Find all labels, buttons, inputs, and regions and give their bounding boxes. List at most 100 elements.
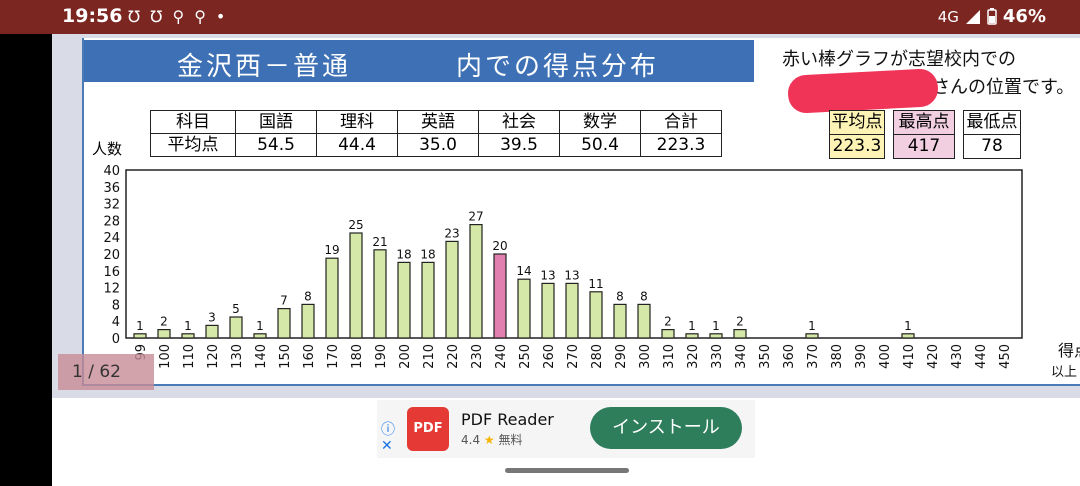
bar (541, 282, 555, 339)
x-tick-label: 310 (662, 344, 677, 369)
price-label: 無料 (498, 433, 523, 447)
bar (277, 308, 291, 339)
average-score-box: 平均点 223.3 (829, 110, 885, 159)
signal-icon (965, 9, 980, 24)
bar-value-label: 1 (808, 319, 816, 333)
table-cell: 44.4 (316, 133, 398, 157)
bar-value-label: 25 (348, 218, 363, 232)
bar (661, 329, 675, 339)
x-tick-label: 420 (926, 344, 941, 369)
bar (157, 329, 171, 339)
x-tick-label: 210 (422, 344, 437, 369)
x-tick-label: 190 (374, 344, 389, 369)
x-tick-label: 370 (806, 344, 821, 369)
x-tick-label: 290 (614, 344, 629, 369)
y-tick-label: 20 (103, 248, 120, 263)
ad-rating: 4.4 ★ 無料 (461, 431, 523, 448)
x-tick-label: 350 (758, 344, 773, 369)
x-tick-label: 270 (566, 344, 581, 369)
ad-app-name: PDF Reader (461, 410, 554, 429)
bar-value-label: 2 (160, 315, 168, 329)
bar-value-label: 8 (304, 289, 312, 303)
network-type: 4G (937, 7, 959, 26)
table-cell: 平均点 (150, 133, 236, 157)
x-tick-label: 360 (782, 344, 797, 369)
bar (589, 291, 603, 339)
pdf-viewer[interactable]: 金沢西－普通 内での得点分布 赤い棒グラフが志望校内での さんの位置です。 科目… (52, 34, 1080, 398)
school-name: 金沢西－普通 (177, 52, 352, 82)
stat-label: 平均点 (830, 111, 884, 135)
bar (397, 261, 411, 339)
stat-value: 417 (907, 136, 941, 156)
bar-value-label: 7 (280, 294, 288, 308)
bar (133, 333, 147, 339)
note-line-2: さんの位置です。 (932, 77, 1075, 98)
system-indicators: 4G 46% (938, 6, 1046, 27)
x-tick-label: 120 (206, 344, 221, 369)
ad-controls: ⓘ ✕ (381, 422, 395, 454)
x-tick-label: 400 (878, 344, 893, 369)
x-tick-label: 280 (590, 344, 605, 369)
bar-value-label: 1 (904, 319, 912, 333)
bar (709, 333, 723, 339)
stat-label: 最高点 (894, 111, 954, 135)
page-indicator: 1 / 62 (58, 354, 154, 390)
x-tick-label: 200 (398, 344, 413, 369)
bar-value-label: 1 (184, 319, 192, 333)
x-tick-label: 320 (686, 344, 701, 369)
x-axis-label: 得点 (1058, 341, 1080, 360)
bar-value-label: 27 (468, 210, 483, 224)
bar (613, 303, 627, 339)
ad-close-icon[interactable]: ✕ (381, 438, 393, 454)
table-cell: 合計 (640, 110, 722, 134)
clock: 19:56 (62, 5, 123, 27)
bar-value-label: 20 (492, 239, 507, 253)
battery-icon (987, 8, 997, 25)
x-tick-label: 160 (302, 344, 317, 369)
bar-value-label: 13 (564, 268, 579, 282)
bar-value-label: 11 (588, 277, 603, 291)
status-bar: 19:56 ℧ ℧ ⚲ ⚲ • 4G 46% (0, 0, 1080, 34)
stat-value: 78 (981, 136, 1003, 156)
app-notification-icon: ℧ (150, 7, 163, 26)
x-tick-label: 300 (638, 344, 653, 369)
star-icon: ★ (483, 433, 495, 447)
table-cell: 35.0 (397, 133, 479, 157)
x-tick-label: 140 (254, 344, 269, 369)
ad-banner[interactable]: ⓘ ✕ PDF PDF Reader 4.4 ★ 無料 インストール (377, 400, 755, 458)
note-line-1: 赤い棒グラフが志望校内での (782, 49, 1016, 70)
location-icon: ⚲ (194, 7, 206, 26)
x-tick-label: 220 (446, 344, 461, 369)
home-indicator[interactable] (505, 468, 629, 473)
x-tick-label: 110 (182, 344, 197, 369)
table-cell: 50.4 (559, 133, 641, 157)
bar-value-label: 8 (640, 289, 648, 303)
bar-value-label: 2 (736, 315, 744, 329)
install-button[interactable]: インストール (590, 407, 742, 449)
score-distribution-chart: 得点 以上 0481216202428323640199210011103120… (103, 164, 1080, 380)
min-score-box: 最低点 78 (963, 110, 1021, 159)
bar (445, 240, 459, 339)
x-tick-label: 250 (518, 344, 533, 369)
bar (181, 333, 195, 339)
bar (205, 324, 219, 339)
bar-value-label: 8 (616, 289, 624, 303)
bar (493, 253, 507, 339)
stat-value: 223.3 (832, 136, 882, 156)
bar (517, 278, 531, 339)
legend-note: 赤い棒グラフが志望校内での さんの位置です。 (782, 46, 1074, 102)
table-row: 平均点 54.5 44.4 35.0 39.5 50.4 223.3 (150, 133, 722, 157)
y-tick-label: 12 (103, 282, 120, 297)
table-cell: 国語 (235, 110, 317, 134)
table-cell: 科目 (150, 110, 236, 134)
table-cell: 理科 (316, 110, 398, 134)
x-tick-label: 100 (158, 344, 173, 369)
y-tick-label: 16 (103, 265, 120, 280)
y-tick-label: 8 (112, 298, 120, 313)
ad-info-icon[interactable]: ⓘ (381, 422, 395, 438)
bottom-area: ⓘ ✕ PDF PDF Reader 4.4 ★ 無料 インストール (52, 398, 1080, 486)
battery-level: 46% (1002, 6, 1046, 27)
max-score-box: 最高点 417 (893, 110, 955, 159)
bar-value-label: 21 (372, 235, 387, 249)
bar (301, 303, 315, 339)
